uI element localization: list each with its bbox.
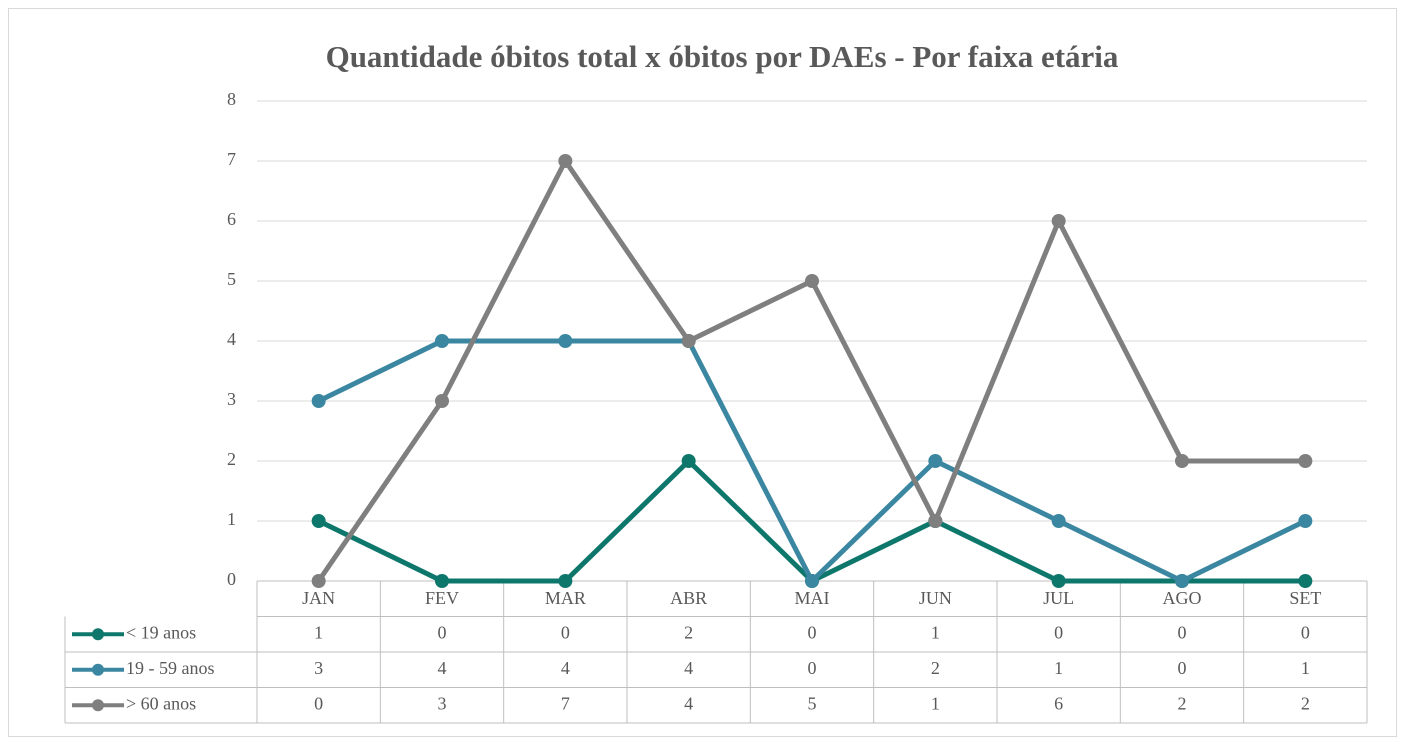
x-tick-label: ABR xyxy=(670,588,707,608)
legend-label: 19 - 59 anos xyxy=(126,658,215,678)
point xyxy=(1175,454,1189,468)
x-tick-label: FEV xyxy=(425,588,459,608)
x-tick-label: JUL xyxy=(1043,588,1074,608)
point xyxy=(558,154,573,168)
legend-marker xyxy=(92,628,104,641)
y-tick-label: 3 xyxy=(227,389,236,409)
table-value: 1 xyxy=(314,622,323,642)
x-tick-label: AGO xyxy=(1163,588,1202,608)
table-value: 4 xyxy=(684,658,693,678)
y-tick-label: 7 xyxy=(227,149,236,169)
y-tick-label: 0 xyxy=(227,569,236,589)
x-tick-label: SET xyxy=(1289,588,1321,608)
table-value: 0 xyxy=(314,693,323,713)
point xyxy=(805,274,819,288)
point xyxy=(1051,574,1066,588)
table-value: 0 xyxy=(561,622,570,642)
table-value: 4 xyxy=(561,658,570,678)
x-tick-label: MAI xyxy=(795,588,830,608)
point xyxy=(435,334,449,348)
legend-marker xyxy=(92,699,104,712)
table-value: 0 xyxy=(1301,622,1310,642)
chart-title: Quantidade óbitos total x óbitos por DAE… xyxy=(326,39,1119,74)
table-value: 2 xyxy=(931,658,940,678)
point xyxy=(1298,514,1313,528)
y-tick-label: 6 xyxy=(227,209,236,229)
point xyxy=(1051,214,1066,228)
y-tick-label: 8 xyxy=(227,89,236,109)
table-value: 6 xyxy=(1054,693,1063,713)
table-value: 2 xyxy=(1301,693,1310,713)
point xyxy=(1298,574,1313,588)
point xyxy=(311,394,326,408)
point xyxy=(558,574,573,588)
legend-label: > 60 anos xyxy=(126,693,196,713)
table-value: 5 xyxy=(808,693,817,713)
y-tick-label: 4 xyxy=(227,329,236,349)
table-value: 0 xyxy=(438,622,447,642)
point xyxy=(805,574,819,588)
table-value: 4 xyxy=(438,658,447,678)
point xyxy=(435,574,449,588)
point xyxy=(928,514,943,528)
table-value: 0 xyxy=(1054,622,1063,642)
y-tick-label: 2 xyxy=(227,449,236,469)
table-value: 1 xyxy=(931,622,940,642)
table-value: 1 xyxy=(1301,658,1310,678)
point xyxy=(435,394,449,408)
table-value: 3 xyxy=(314,658,323,678)
table-value: 4 xyxy=(684,693,693,713)
table-value: 2 xyxy=(1178,693,1187,713)
table-value: 2 xyxy=(684,622,693,642)
point xyxy=(681,334,696,348)
x-tick-label: JAN xyxy=(302,588,335,608)
table-value: 0 xyxy=(808,622,817,642)
table-value: 0 xyxy=(1178,622,1187,642)
point xyxy=(311,514,326,528)
point xyxy=(558,334,573,348)
legend-label: < 19 anos xyxy=(126,622,196,642)
point xyxy=(1051,514,1066,528)
point xyxy=(928,454,943,468)
point xyxy=(1298,454,1313,468)
table-value: 0 xyxy=(1178,658,1187,678)
table-value: 0 xyxy=(808,658,817,678)
point xyxy=(1175,574,1189,588)
x-tick-label: JUN xyxy=(919,588,952,608)
point xyxy=(311,574,326,588)
x-tick-label: MAR xyxy=(545,588,586,608)
point xyxy=(681,454,696,468)
table-value: 7 xyxy=(561,693,570,713)
y-tick-label: 5 xyxy=(227,269,236,289)
legend-marker xyxy=(92,663,104,676)
table-value: 1 xyxy=(1054,658,1063,678)
y-tick-label: 1 xyxy=(227,509,236,529)
table-value: 1 xyxy=(931,693,940,713)
table-value: 3 xyxy=(438,693,447,713)
